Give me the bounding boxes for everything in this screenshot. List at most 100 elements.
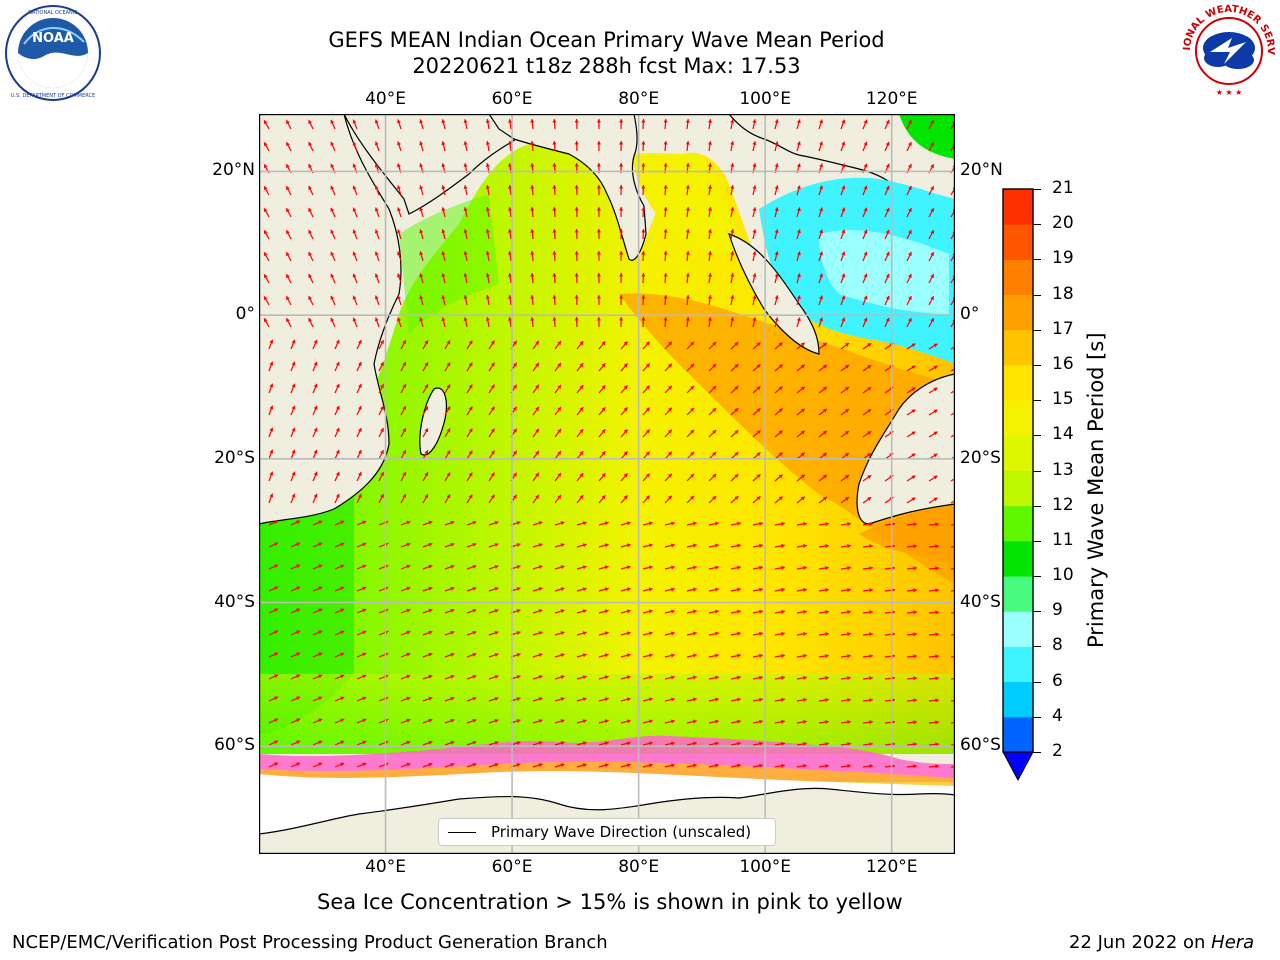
wave-arrow-head <box>516 521 521 525</box>
wave-arrow-head <box>825 631 829 637</box>
wave-arrow-head <box>291 449 296 454</box>
wave-arrow-head <box>869 654 873 659</box>
wave-arrow-head <box>670 565 675 570</box>
wave-arrow-head <box>494 740 499 745</box>
wave-arrow-head <box>908 252 912 256</box>
wave-arrow-head <box>759 565 763 570</box>
wave-arrow-head <box>707 141 713 145</box>
chart-title-line1: GEFS MEAN Indian Ocean Primary Wave Mean… <box>328 28 885 52</box>
wave-arrow-head <box>357 449 362 454</box>
wave-arrow-head <box>796 185 801 190</box>
wave-arrow-head <box>362 652 367 657</box>
wave-arrow-head <box>692 763 697 768</box>
wave-arrow-head <box>935 544 939 549</box>
wave-arrow-head <box>335 383 340 388</box>
wave-arrow-head <box>494 586 499 591</box>
wave-arrow-head <box>530 229 535 233</box>
wave-arrow-head <box>468 406 473 411</box>
wave-arrow-head <box>552 141 557 145</box>
wave-arrow-head <box>406 542 411 547</box>
wave-arrow-head <box>490 340 495 345</box>
colorbar-title: Primary Wave Mean Period [s] <box>1084 332 1108 648</box>
colorbar-tick-mark <box>1033 435 1041 437</box>
wave-arrow-head <box>424 362 429 367</box>
wave-arrow <box>950 524 955 526</box>
wave-arrow-head <box>335 471 340 476</box>
colorbar-tick: 13 <box>1052 459 1074 480</box>
wave-arrow-head <box>690 341 695 346</box>
colorbar-tick-mark <box>1033 364 1041 366</box>
wave-arrow-head <box>450 564 455 569</box>
wave-arrow-head <box>463 251 468 256</box>
wave-arrow-head <box>604 565 609 570</box>
wave-arrow-head <box>313 339 318 344</box>
wave-arrow-head <box>930 120 934 125</box>
wave-arrow-head <box>803 697 807 702</box>
wave-arrow-head <box>648 587 653 592</box>
footer-left: NCEP/EMC/Verification Post Processing Pr… <box>12 932 608 953</box>
wave-arrow-head <box>352 163 357 168</box>
wave-arrow-head <box>869 764 873 769</box>
wave-arrow-head <box>406 740 411 745</box>
wave-arrow-head <box>419 207 424 212</box>
wave-arrow-head <box>623 451 628 456</box>
wave-arrow-head <box>428 696 433 701</box>
wave-arrow-head <box>803 587 807 592</box>
wave-arrow-head <box>485 317 490 321</box>
wave-arrow-head <box>803 653 807 658</box>
wave-arrow-head <box>494 674 499 679</box>
wave-arrow-head <box>641 273 646 277</box>
wave-arrow-head <box>930 208 934 213</box>
wave-arrow-head <box>933 365 938 370</box>
wave-arrow-head <box>911 365 916 370</box>
wave-arrow-head <box>913 522 917 527</box>
wave-arrow-head <box>707 185 713 189</box>
colorbar-band <box>1003 716 1033 753</box>
wave-arrow-head <box>774 251 779 256</box>
wave-arrow-head <box>756 386 761 391</box>
wave-arrow-head <box>626 631 631 636</box>
wave-arrow-head <box>535 450 539 455</box>
wave-arrow <box>950 252 955 262</box>
wave-arrow-head <box>402 494 406 499</box>
wave-arrow-head <box>428 630 433 635</box>
wave-arrow-head <box>263 296 268 301</box>
wave-arrow-head <box>847 720 851 725</box>
wave-arrow-head <box>419 251 424 256</box>
wave-arrow-head <box>756 342 761 347</box>
wave-arrow-head <box>825 697 829 703</box>
wave-arrow-head <box>641 317 646 321</box>
wave-arrow-head <box>623 495 628 500</box>
wave-arrow-head <box>424 450 429 455</box>
wave-arrow-head <box>913 676 917 681</box>
wave-arrow-head <box>692 587 697 592</box>
noaa-logo: NOAA NATIONAL OCEANIC U.S. DEPARTMENT OF… <box>4 4 102 102</box>
colorbar-band <box>1003 294 1033 331</box>
wave-arrow-head <box>428 520 433 525</box>
wave-arrow-head <box>340 520 345 525</box>
wave-arrow-head <box>737 697 741 702</box>
wave-arrow-head <box>463 295 468 300</box>
wave-arrow-head <box>841 295 846 300</box>
wave-arrow-head <box>352 207 357 212</box>
wave-arrow-head <box>335 449 340 454</box>
wave-arrow-head <box>869 676 873 681</box>
wave-arrow-head <box>841 163 846 168</box>
wave-arrow-head <box>774 141 779 146</box>
colorbar-band <box>1003 435 1033 471</box>
wave-arrow <box>950 318 955 328</box>
wave-arrow-head <box>374 317 379 322</box>
wave-arrow-head <box>406 608 411 613</box>
colorbar-tick: 17 <box>1052 318 1074 339</box>
wave-arrow-head <box>362 542 367 547</box>
wave-arrow-head <box>508 141 513 145</box>
wave-arrow-head <box>538 609 543 614</box>
colorbar-band <box>1003 224 1033 260</box>
wave-arrow <box>950 411 955 416</box>
wave-arrow-head <box>935 610 939 615</box>
lon-tick-bottom: 60°E <box>491 857 533 877</box>
lon-tick-top: 60°E <box>491 89 533 109</box>
wave-arrow-head <box>867 365 872 369</box>
wave-arrow-head <box>690 473 695 478</box>
colorbar-tick: 16 <box>1052 353 1074 374</box>
